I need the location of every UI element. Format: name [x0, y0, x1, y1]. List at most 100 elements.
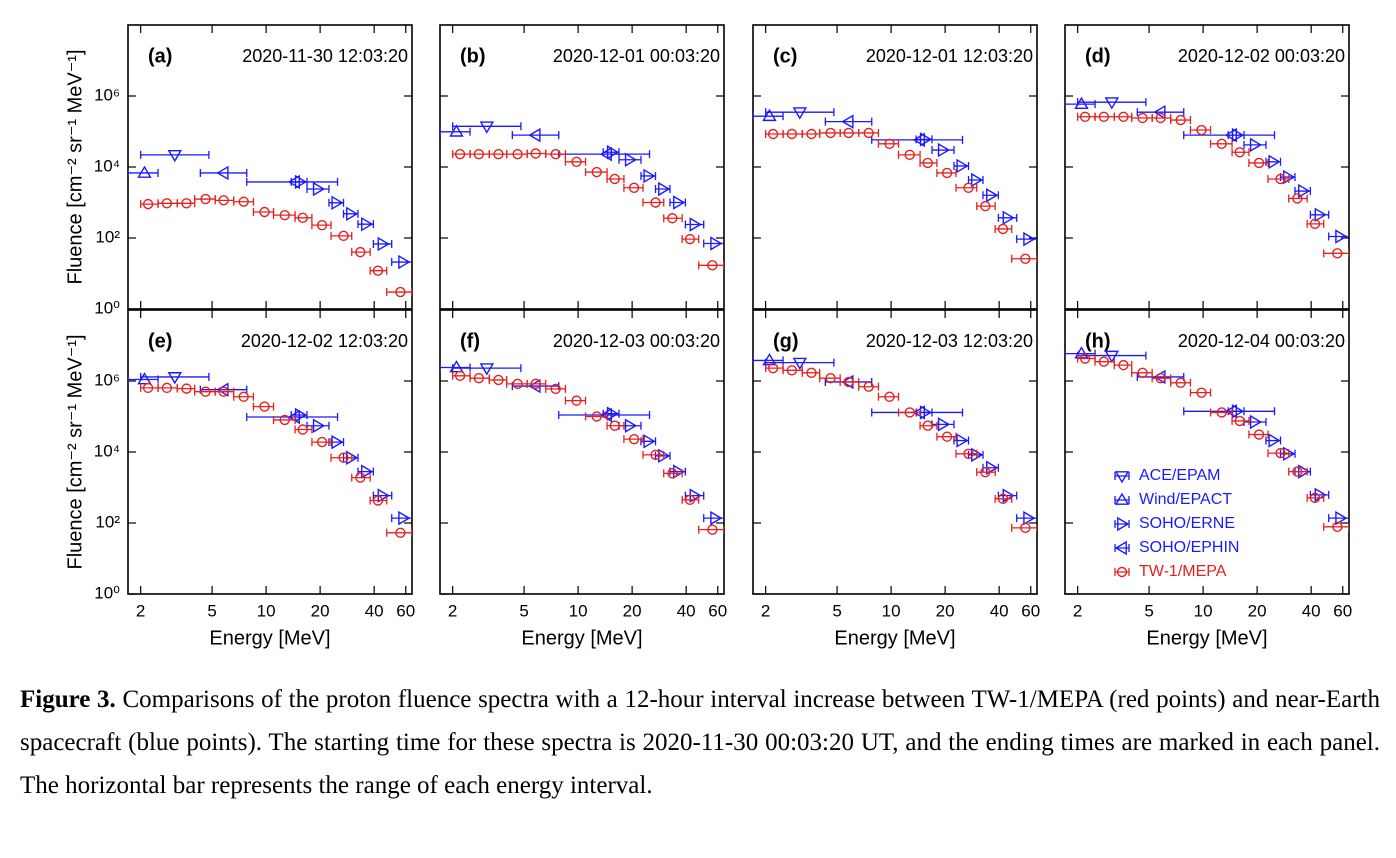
error-bar	[1077, 98, 1147, 107]
marker	[473, 148, 485, 160]
error-bar	[1189, 126, 1212, 135]
x-tick-label: 40	[365, 601, 384, 620]
marker	[1196, 124, 1207, 136]
error-bar	[1189, 388, 1212, 397]
panel-label: (c)	[773, 45, 797, 67]
time-label: 2020-12-02 12:03:20	[241, 331, 408, 351]
error-bar	[858, 128, 880, 137]
marker	[1224, 404, 1237, 419]
marker	[279, 414, 290, 426]
x-tick-label: 5	[519, 601, 528, 620]
error-bar	[157, 383, 178, 392]
marker	[142, 198, 154, 210]
x-tick-label: 10	[882, 601, 901, 620]
y-tick-label: 10⁴	[94, 441, 120, 460]
error-bar	[753, 356, 784, 365]
marker	[142, 382, 154, 394]
marker	[372, 495, 384, 506]
marker	[997, 493, 1009, 505]
marker	[372, 265, 384, 276]
marker	[956, 433, 969, 448]
x-tick-label: 20	[936, 601, 955, 620]
marker	[1098, 356, 1110, 367]
error-bar	[128, 168, 159, 177]
marker	[1137, 112, 1148, 124]
marker	[398, 254, 411, 270]
error-bar	[488, 150, 508, 159]
error-bar	[877, 392, 900, 401]
panel-frame	[439, 309, 725, 595]
marker	[1114, 540, 1127, 556]
marker	[997, 223, 1009, 235]
marker	[912, 405, 925, 420]
x-tick-label: 60	[396, 601, 415, 620]
marker	[479, 121, 495, 134]
marker	[762, 108, 777, 122]
error-bar	[157, 199, 178, 208]
marker	[259, 401, 270, 412]
marker	[550, 383, 561, 395]
marker	[884, 391, 895, 402]
marker	[606, 145, 620, 160]
error-bar	[194, 195, 216, 204]
marker	[528, 127, 541, 143]
error-bar	[1183, 407, 1276, 416]
error-bar	[936, 432, 957, 441]
error-bar	[1209, 408, 1233, 417]
y-tick-label: 10²	[95, 227, 120, 246]
marker	[493, 374, 504, 386]
time-label: 2020-12-02 00:03:20	[1178, 46, 1345, 66]
panel-frame	[752, 309, 1038, 595]
error-bar	[897, 408, 921, 417]
error-bar	[1065, 100, 1096, 109]
error-bar	[931, 146, 955, 155]
marker	[571, 395, 582, 406]
x-tick-label: 5	[832, 601, 841, 620]
panel: 2 5 10 20 40 60 10⁰ 10² 10⁴ 10⁶ (e) 2020-12-02 12:0…	[64, 309, 415, 649]
marker	[473, 372, 485, 384]
x-tick-label: 60	[1333, 601, 1352, 620]
x-tick-label: 2	[761, 601, 770, 620]
error-bar	[311, 221, 332, 230]
y-tick-label: 10⁰	[94, 298, 120, 317]
panel-label: (e)	[148, 330, 172, 352]
error-bar	[1151, 114, 1172, 123]
error-bar	[386, 288, 412, 297]
marker	[1079, 353, 1091, 364]
error-bar	[1328, 232, 1349, 241]
error-bar	[469, 374, 490, 383]
marker	[599, 146, 612, 162]
marker	[512, 378, 523, 390]
panel-frame	[1064, 24, 1350, 310]
marker	[1175, 377, 1186, 388]
marker	[1074, 96, 1089, 110]
marker	[259, 206, 270, 218]
marker	[200, 193, 211, 205]
marker	[624, 418, 638, 433]
marker	[181, 198, 192, 209]
marker	[1234, 415, 1245, 427]
marker	[1023, 510, 1036, 526]
marker	[792, 107, 808, 120]
error-bar	[1170, 378, 1192, 387]
error-bar	[272, 415, 296, 424]
error-bar	[391, 258, 412, 267]
error-bar	[858, 382, 880, 391]
marker	[1335, 229, 1348, 244]
marker	[767, 128, 779, 140]
marker	[628, 433, 640, 445]
y-axis-label: Fluence [cm⁻² sr⁻¹ MeV⁻¹]	[64, 49, 86, 284]
marker	[395, 527, 406, 538]
time-label: 2020-12-03 00:03:20	[553, 331, 720, 351]
marker	[1074, 346, 1089, 359]
x-tick-label: 40	[990, 601, 1009, 620]
error-bar	[782, 130, 803, 139]
data-layer	[1065, 96, 1349, 259]
marker	[1114, 471, 1130, 484]
error-bar	[564, 396, 587, 405]
error-bar	[1288, 194, 1308, 203]
marker	[884, 138, 895, 150]
panel-label: (b)	[460, 45, 486, 67]
marker	[591, 411, 602, 422]
